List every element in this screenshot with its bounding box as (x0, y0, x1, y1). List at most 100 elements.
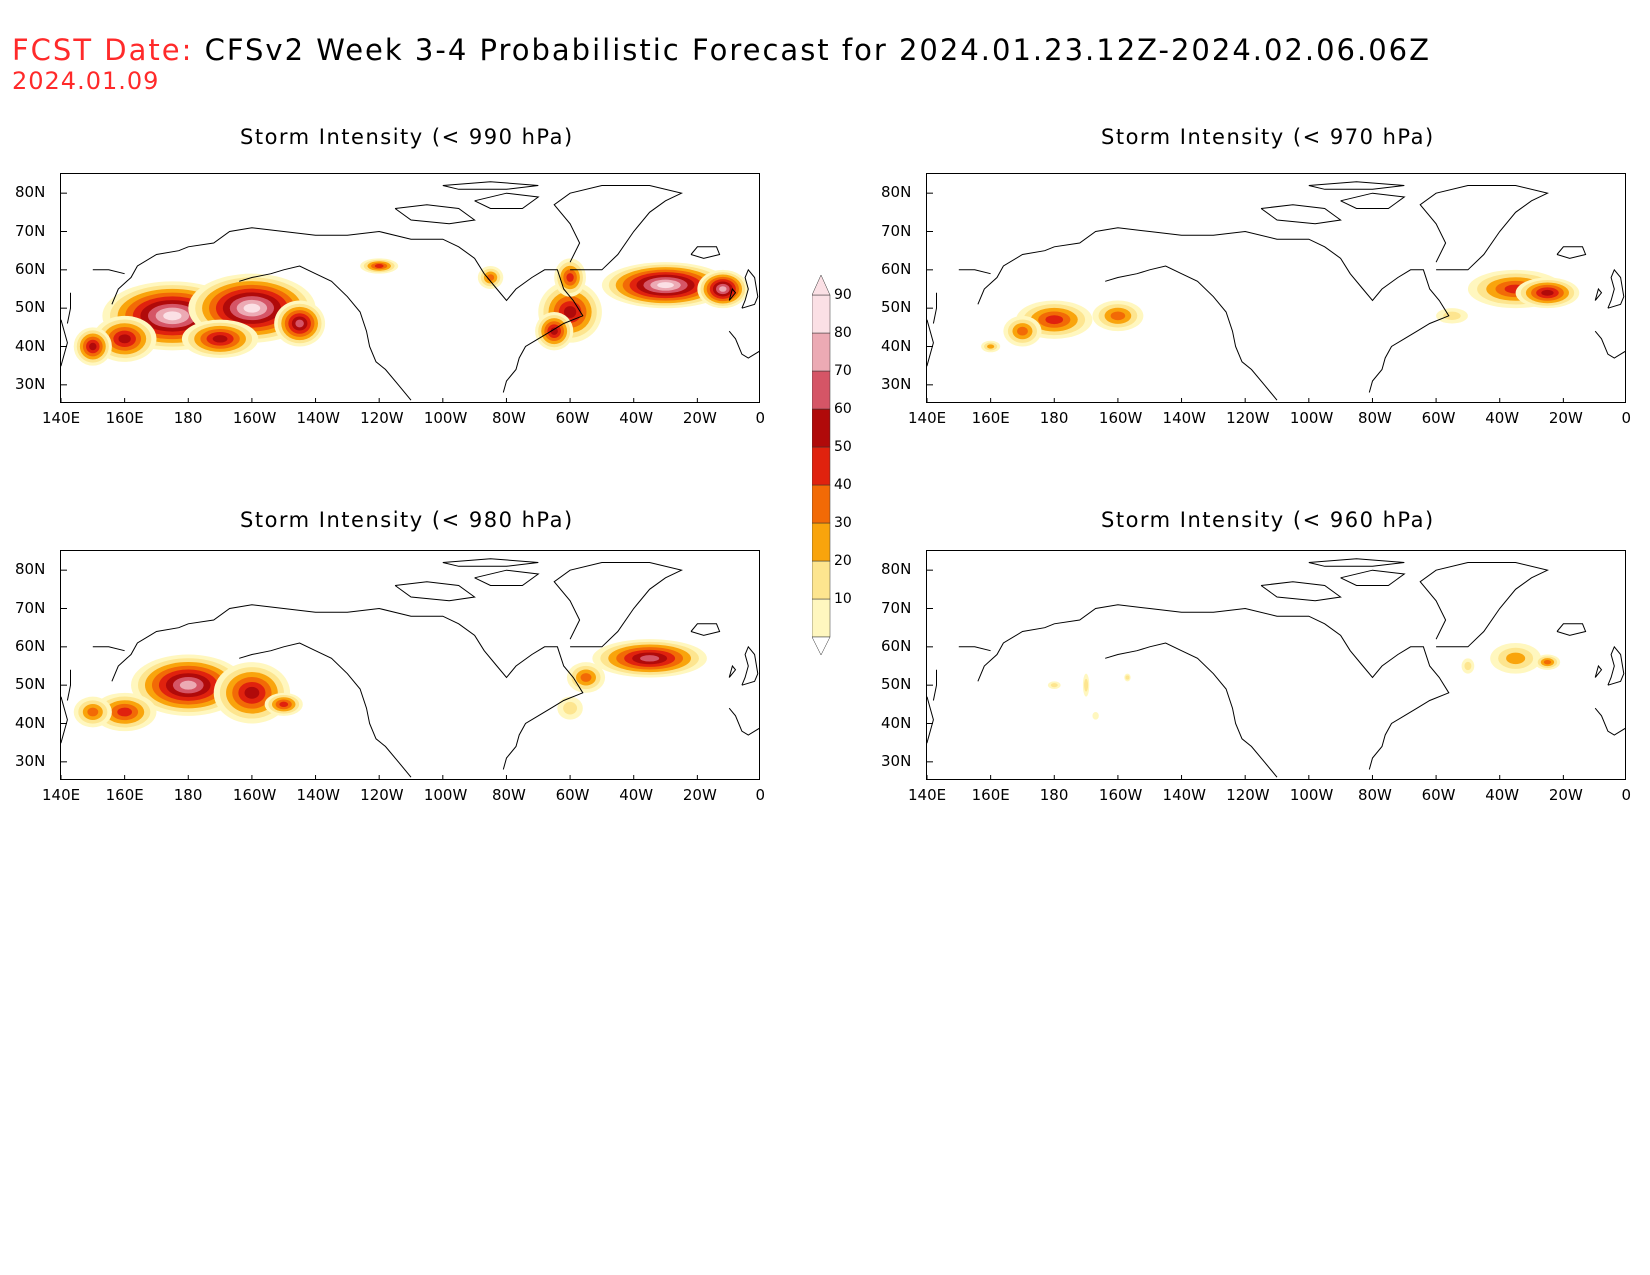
probability-contour (1084, 678, 1089, 692)
lat-tick-label: 30N (881, 751, 912, 770)
lon-tick-label: 100W (1289, 409, 1334, 427)
lat-tick-label: 80N (15, 183, 46, 202)
coastline (932, 292, 937, 324)
panel-title-970: Storm Intensity (< 970 hPa) (1101, 125, 1435, 149)
lon-tick-label: 100W (1289, 786, 1334, 804)
lat-tick-label: 30N (881, 374, 912, 393)
lon-tick-label: 80W (491, 409, 526, 427)
probability-contour (279, 701, 289, 707)
lon-tick-label: 140E (42, 786, 81, 804)
coastline (1607, 268, 1625, 309)
probability-contour (243, 303, 261, 313)
lon-tick-label: 160W (232, 786, 277, 804)
colorbar-segment (812, 446, 831, 486)
lon-tick-label: 140E (42, 409, 81, 427)
coastline (66, 669, 71, 701)
lon-tick-label: 20W (1548, 409, 1583, 427)
lon-tick-label: 120W (1226, 786, 1270, 804)
coastline (690, 623, 721, 636)
coastline (442, 181, 539, 190)
probability-contour (580, 673, 592, 682)
coastline (394, 581, 476, 602)
lon-tick-label: 80W (491, 786, 526, 804)
map-980 (60, 550, 760, 780)
probability-contour (563, 701, 578, 715)
probability-contour (118, 334, 131, 344)
panel-title-990: Storm Intensity (< 990 hPa) (240, 125, 574, 149)
lon-tick-label: 140E (908, 409, 947, 427)
coastline (1594, 707, 1625, 736)
lat-tick-label: 40N (881, 713, 912, 732)
lon-tick-label: 160E (105, 786, 144, 804)
lon-tick-label: 100W (423, 786, 468, 804)
coastline (728, 707, 759, 736)
probability-contour (1045, 315, 1064, 325)
lon-tick-label: 60W (555, 786, 590, 804)
lon-tick-label: 160W (232, 409, 277, 427)
probability-contour (89, 342, 97, 351)
coastline (1260, 581, 1342, 602)
map-canvas-980 (61, 558, 759, 779)
coastline (239, 265, 412, 401)
lon-tick-label: 140W (296, 786, 340, 804)
coastline (1556, 623, 1587, 636)
probability-contour (87, 707, 99, 717)
map-canvas-960 (927, 558, 1625, 779)
lat-tick-label: 60N (881, 636, 912, 655)
map-960 (926, 550, 1626, 780)
probability-contour (563, 306, 577, 318)
lon-tick-label: 20W (1548, 786, 1583, 804)
header-line: FCST Date: CFSv2 Week 3-4 Probabilistic … (12, 32, 1431, 68)
coastline (741, 645, 759, 686)
coastline (932, 669, 937, 701)
coastline (111, 227, 584, 393)
coastline (741, 268, 759, 309)
probability-contour (1092, 712, 1099, 720)
probability-contour (657, 282, 674, 289)
colorbar-top-arrow (812, 275, 831, 296)
lat-tick-label: 60N (15, 259, 46, 278)
lat-tick-label: 70N (881, 598, 912, 617)
panel-990: Storm Intensity (< 990 hPa) 80N 70N 60N 50N… (0, 125, 780, 427)
probability-field (1047, 643, 1561, 720)
colorbar-segment (812, 294, 831, 334)
colorbar-segment (812, 560, 831, 600)
probability-contour (295, 319, 304, 328)
coastline (1594, 664, 1603, 678)
lon-tick-label: 140W (1162, 409, 1206, 427)
coastline (1594, 287, 1603, 301)
lon-tick-label: 40W (619, 786, 654, 804)
probability-contour (212, 335, 228, 343)
coastline (1105, 642, 1278, 778)
lon-tick-label: 20W (682, 409, 717, 427)
lon-tick-label: 120W (1226, 409, 1270, 427)
lat-tick-label: 80N (881, 560, 912, 579)
coastline (92, 269, 125, 275)
lon-tick-label: 40W (1485, 409, 1520, 427)
colorbar: 10 20 30 40 50 60 70 80 90 (812, 275, 862, 685)
probability-contour (179, 680, 197, 690)
coastline (728, 287, 737, 301)
lat-tick-label: 70N (881, 221, 912, 240)
probability-contour (1506, 652, 1526, 665)
coastline (61, 696, 68, 744)
probability-contour (987, 344, 995, 349)
coastline (927, 696, 934, 744)
lon-tick-label: 0 (755, 786, 766, 804)
lon-tick-label: 100W (423, 409, 468, 427)
lon-tick-label: 20W (682, 786, 717, 804)
figure-header: FCST Date: CFSv2 Week 3-4 Probabilistic … (12, 32, 1431, 94)
lon-tick-label: 40W (1485, 786, 1520, 804)
panel-960: Storm Intensity (< 960 hPa) 80N 70N 60N 50N… (866, 508, 1646, 808)
probability-field (73, 258, 749, 366)
panel-title-980: Storm Intensity (< 980 hPa) (240, 508, 574, 532)
probability-contour (1050, 683, 1058, 688)
colorbar-segment (812, 598, 831, 638)
coastline (442, 558, 539, 567)
colorbar-segment (812, 408, 831, 448)
probability-contour (1541, 289, 1554, 296)
colorbar-level-label: 30 (834, 515, 852, 531)
colorbar-bottom-arrow (812, 636, 831, 656)
probability-contour (374, 264, 384, 268)
coastline (239, 642, 412, 778)
